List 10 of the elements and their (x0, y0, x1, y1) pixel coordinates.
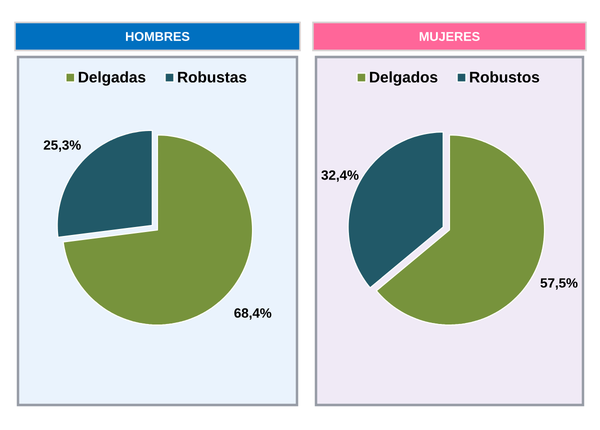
legend-label: Robustos (470, 71, 540, 83)
data-label: 32,4% (321, 170, 359, 182)
chart-title: MUJERES (420, 32, 480, 41)
legend-label: Robustas (178, 71, 246, 83)
data-label: 25,3% (44, 140, 81, 152)
legend-label: Delgadas (78, 71, 146, 86)
data-label: 57,5% (540, 278, 578, 290)
chart-title: HOMBRES (126, 32, 190, 41)
data-label: 68,4% (234, 308, 272, 320)
legend-label: Delgados (370, 71, 438, 86)
